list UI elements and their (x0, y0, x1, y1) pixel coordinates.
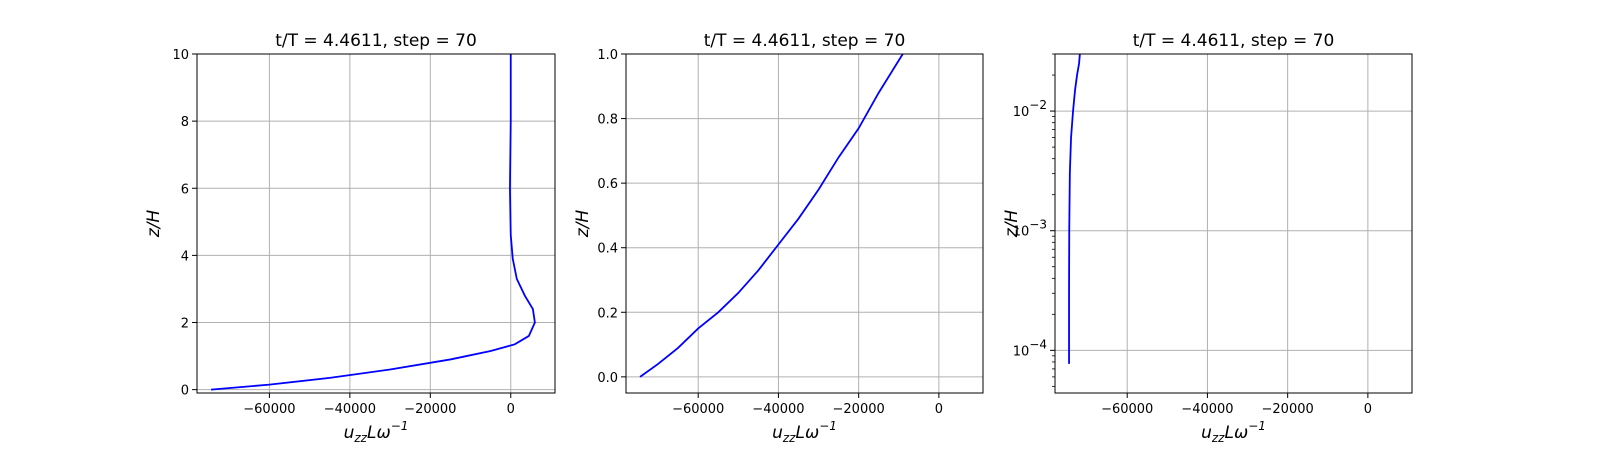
x-tick-label: −20000 (404, 402, 456, 417)
x-tick-label: −40000 (752, 402, 804, 417)
y-axis-label: z/H (144, 210, 164, 239)
panel-2: −60000 −40000 −20000 0 0.0 0.2 0.4 0.6 0.8 1.0 t/T… (573, 31, 984, 445)
x-tick-label: −60000 (672, 402, 724, 417)
x-tick-label: 0 (1364, 402, 1372, 417)
y-tick-label: 10−2 (1013, 98, 1047, 120)
y-tick-label: 0.8 (597, 113, 618, 128)
series-line (211, 54, 536, 391)
x-axis-label: uzzLω−1 (772, 419, 837, 445)
panel-3: −60000 −40000 −20000 0 10−4 10−3 10−2 t/T = 4.4… (1002, 31, 1413, 445)
x-tick-label: −20000 (1262, 402, 1314, 417)
chart-title: t/T = 4.4611, step = 70 (275, 31, 477, 51)
y-tick-label: 0.6 (597, 177, 618, 192)
series-line (639, 53, 904, 378)
x-tick-label: −60000 (1101, 402, 1153, 417)
x-tick-label: −40000 (1181, 402, 1233, 417)
y-tick-label: 2 (181, 317, 189, 332)
panel-1: −60000 −40000 −20000 0 0 2 4 6 8 10 t/T = 4.4611, … (144, 31, 556, 445)
y-tick-label: 0.2 (597, 306, 618, 321)
axes-frame (1054, 53, 1413, 394)
y-tick-label: 1.0 (597, 48, 618, 63)
x-tick-label: −60000 (243, 402, 295, 417)
y-axis-label: z/H (1002, 210, 1022, 239)
x-tick-label: −40000 (324, 402, 376, 417)
y-axis-label: z/H (573, 210, 593, 239)
x-axis-label: uzzLω−1 (344, 419, 409, 445)
chart-title: t/T = 4.4611, step = 70 (704, 31, 906, 51)
y-tick-label: 8 (181, 115, 189, 130)
y-tick-label: 4 (181, 249, 189, 264)
axes-frame (625, 53, 984, 394)
series-line (1068, 53, 1081, 364)
y-tick-label: 10−3 (1013, 218, 1047, 240)
x-tick-label: −20000 (833, 402, 885, 417)
x-axis-label: uzzLω−1 (1201, 419, 1266, 445)
x-tick-label: 0 (935, 402, 943, 417)
y-tick-label: 10−4 (1013, 337, 1047, 359)
y-tick-label: 0 (181, 384, 189, 399)
y-tick-label: 0.4 (597, 242, 618, 257)
y-tick-label: 10 (172, 48, 189, 63)
y-tick-label: 0.0 (597, 371, 618, 386)
axes-frame (196, 53, 556, 394)
y-tick-label: 6 (181, 182, 189, 197)
chart-title: t/T = 4.4611, step = 70 (1133, 31, 1335, 51)
x-tick-label: 0 (507, 402, 515, 417)
